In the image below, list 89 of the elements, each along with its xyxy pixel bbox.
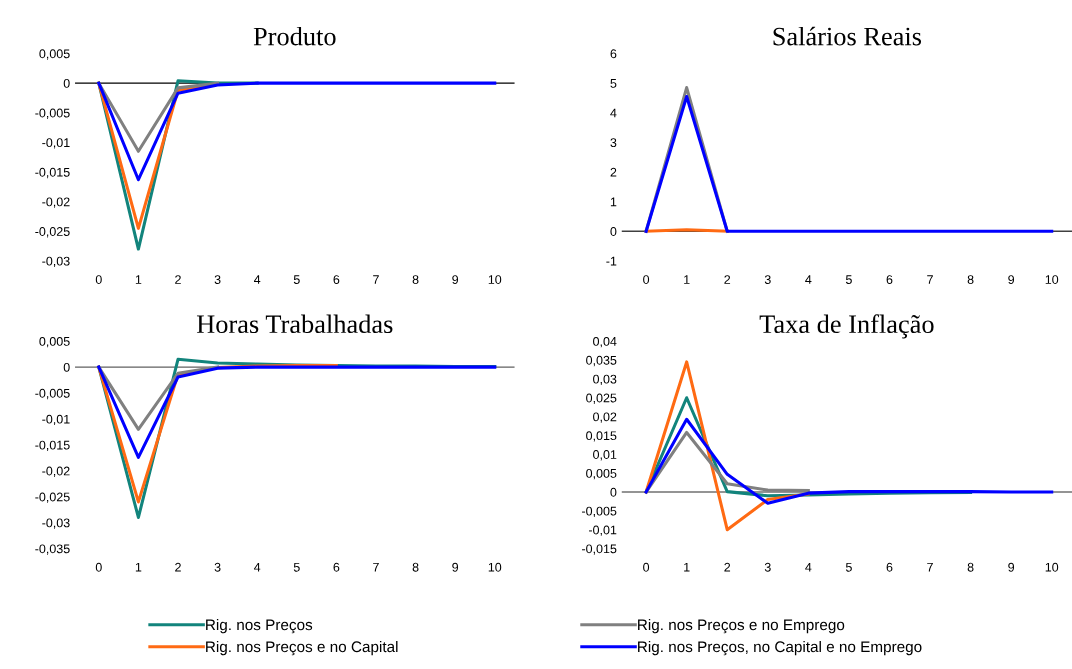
x-tick-label: 6 bbox=[886, 562, 893, 572]
x-tick-label: 7 bbox=[927, 275, 933, 284]
x-tick-label: 8 bbox=[412, 275, 419, 284]
y-tick-label: -1 bbox=[606, 256, 617, 266]
x-tick-label: 2 bbox=[175, 562, 181, 572]
x-tick-label: 7 bbox=[927, 562, 933, 572]
y-tick-label: 0,005 bbox=[586, 468, 617, 480]
x-tick-label: 9 bbox=[452, 275, 459, 284]
x-tick-label: 1 bbox=[684, 275, 690, 284]
x-tick-label: 8 bbox=[967, 562, 974, 572]
x-tick-label: 0 bbox=[95, 275, 102, 284]
y-tick-label: 0,035 bbox=[586, 355, 617, 367]
y-tick-label: -0,03 bbox=[42, 256, 70, 268]
x-tick-label: 7 bbox=[373, 562, 379, 572]
y-tick-label: 0,04 bbox=[593, 336, 617, 348]
y-tick-label: 0,005 bbox=[39, 49, 70, 60]
y-tick-label: -0,02 bbox=[42, 466, 70, 477]
y-tick-label: 0,02 bbox=[593, 412, 617, 423]
y-tick-label: 0,015 bbox=[586, 431, 617, 442]
y-tick-label: -0,005 bbox=[35, 388, 70, 400]
chart-title: Salários Reais bbox=[773, 26, 922, 46]
y-tick-label: 4 bbox=[610, 108, 617, 118]
x-tick-label: 3 bbox=[764, 562, 771, 572]
y-tick-label: 6 bbox=[610, 49, 617, 59]
y-tick-label: -0,01 bbox=[42, 138, 70, 149]
y-tick-label: 0 bbox=[63, 78, 70, 88]
legend-label: Rig. nos Preços e no Capital bbox=[206, 640, 398, 656]
x-tick-label: 1 bbox=[684, 562, 690, 572]
x-tick-label: 5 bbox=[293, 275, 300, 284]
x-tick-label: 5 bbox=[293, 562, 300, 572]
x-tick-label: 6 bbox=[333, 562, 340, 572]
y-tick-label: 0,025 bbox=[586, 393, 617, 404]
x-tick-label: 0 bbox=[95, 562, 102, 572]
x-tick-label: 0 bbox=[643, 275, 650, 284]
y-tick-label: 0 bbox=[63, 362, 70, 372]
x-tick-label: 3 bbox=[214, 562, 221, 572]
x-tick-label: 4 bbox=[805, 562, 812, 572]
x-tick-label: 10 bbox=[1045, 275, 1059, 284]
y-tick-label: -0,005 bbox=[35, 108, 70, 119]
y-tick-label: -0,01 bbox=[42, 414, 70, 426]
x-tick-label: 2 bbox=[724, 275, 731, 284]
x-tick-label: 5 bbox=[845, 275, 852, 284]
x-tick-label: 10 bbox=[488, 562, 502, 572]
x-tick-label: 8 bbox=[412, 562, 419, 572]
y-tick-label: 1 bbox=[610, 197, 617, 207]
y-tick-label: -0,03 bbox=[42, 518, 70, 529]
x-tick-label: 4 bbox=[253, 562, 261, 572]
x-tick-label: 2 bbox=[724, 562, 731, 572]
y-tick-label: 0,005 bbox=[39, 336, 70, 348]
x-tick-label: 0 bbox=[643, 562, 650, 572]
y-tick-label: -0,015 bbox=[35, 440, 70, 452]
y-tick-label: 3 bbox=[610, 138, 617, 148]
x-tick-label: 1 bbox=[135, 275, 142, 284]
x-tick-label: 9 bbox=[452, 562, 459, 572]
chart-title: Taxa de Inflação bbox=[759, 314, 934, 339]
x-tick-label: 10 bbox=[1045, 562, 1059, 572]
x-tick-label: 3 bbox=[764, 275, 771, 284]
x-tick-label: 9 bbox=[1008, 275, 1015, 284]
y-tick-label: -0,025 bbox=[35, 227, 70, 238]
x-tick-label: 5 bbox=[845, 562, 852, 572]
legend-label: Rig. nos Preços bbox=[206, 618, 313, 634]
x-tick-label: 8 bbox=[967, 275, 974, 284]
y-tick-label: -0,025 bbox=[35, 492, 70, 503]
y-tick-label: -0,035 bbox=[35, 544, 70, 555]
x-tick-label: 2 bbox=[175, 275, 181, 284]
legend-label: Rig. nos Preços, no Capital e no Emprego bbox=[638, 640, 922, 656]
y-tick-label: 0 bbox=[610, 227, 617, 236]
x-tick-label: 9 bbox=[1008, 562, 1015, 572]
x-tick-label: 7 bbox=[373, 275, 379, 284]
y-tick-label: -0,01 bbox=[588, 525, 617, 536]
legend-label: Rig. nos Preços e no Emprego bbox=[638, 618, 845, 634]
y-tick-label: -0,015 bbox=[582, 544, 617, 555]
chart-title: Horas Trabalhadas bbox=[196, 314, 393, 334]
y-tick-label: -0,005 bbox=[582, 506, 617, 517]
y-tick-label: 5 bbox=[610, 79, 617, 88]
y-tick-label: 0,01 bbox=[593, 450, 617, 461]
x-tick-label: 10 bbox=[488, 275, 502, 284]
x-tick-label: 4 bbox=[805, 275, 812, 284]
chart-title: Produto bbox=[253, 26, 336, 46]
y-tick-label: -0,02 bbox=[42, 197, 70, 208]
x-tick-label: 1 bbox=[135, 562, 142, 572]
x-tick-label: 6 bbox=[333, 275, 340, 284]
y-tick-label: -0,015 bbox=[35, 167, 70, 179]
y-tick-label: 2 bbox=[610, 167, 617, 177]
x-tick-label: 6 bbox=[886, 275, 893, 284]
y-tick-label: 0,03 bbox=[593, 374, 617, 386]
x-tick-label: 4 bbox=[253, 275, 261, 284]
x-tick-label: 3 bbox=[214, 275, 221, 284]
y-tick-label: 0 bbox=[610, 487, 617, 497]
